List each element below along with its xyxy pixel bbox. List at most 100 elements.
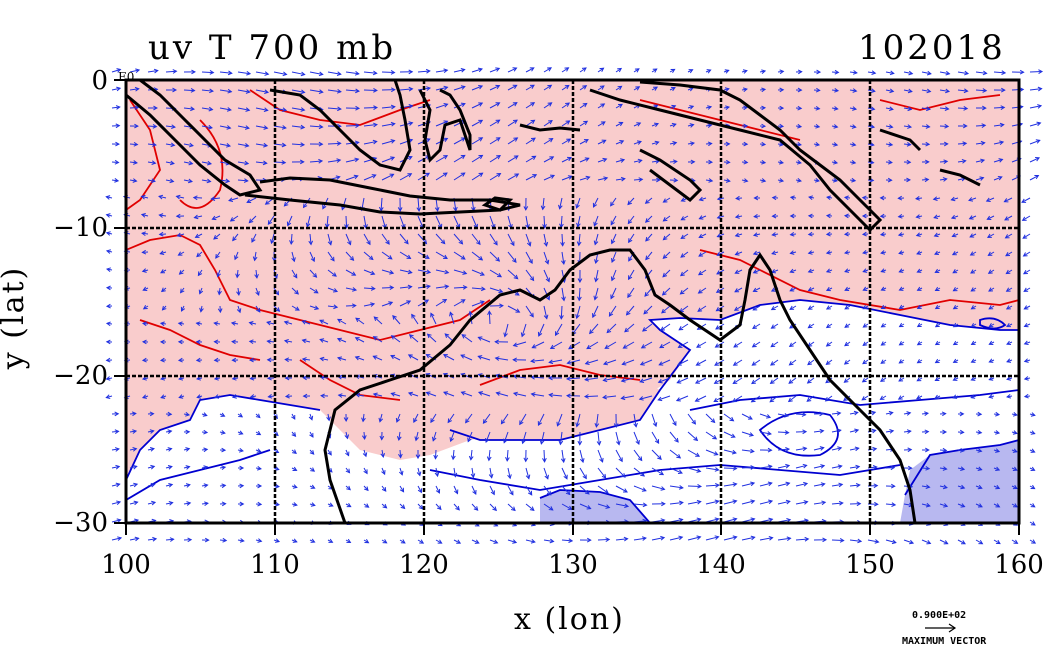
wind-vector-head — [115, 123, 121, 129]
wind-vector — [603, 377, 617, 381]
wind-vector-head — [318, 124, 324, 130]
wind-vector-head — [116, 518, 122, 523]
wind-vector — [549, 394, 563, 397]
wind-vector-head — [807, 360, 812, 366]
wind-vector — [1029, 105, 1042, 109]
wind-vector — [589, 323, 599, 334]
wind-vector — [327, 71, 341, 75]
wind-vector — [129, 88, 139, 91]
wind-vector-head — [942, 429, 948, 435]
wind-vector — [525, 467, 530, 479]
wind-vector — [284, 321, 293, 325]
wind-vector-head — [435, 488, 441, 494]
wind-vector-head — [825, 305, 831, 310]
wind-vector-head — [761, 69, 767, 74]
wind-vector — [795, 482, 808, 487]
wind-vector — [355, 317, 365, 325]
wind-vector — [381, 251, 393, 260]
wind-vector — [741, 500, 755, 505]
wind-vector-head — [925, 484, 931, 490]
wind-vector-head — [641, 536, 647, 541]
wind-vector-head — [695, 452, 701, 457]
wind-vector — [993, 124, 1004, 127]
wind-vector-head — [415, 454, 421, 460]
wind-vector-head — [523, 457, 529, 463]
wind-vector — [713, 395, 725, 402]
wind-vector-head — [788, 361, 794, 366]
wind-vector-head — [426, 284, 431, 289]
wind-vector-head — [898, 250, 904, 255]
wind-vector-head — [548, 119, 553, 125]
wind-vector-head — [768, 499, 774, 505]
wind-vector-head — [670, 68, 676, 74]
wind-vector-head — [326, 416, 331, 422]
wind-vector — [381, 71, 395, 74]
wind-vector-head — [442, 354, 448, 359]
wind-vector-head — [385, 239, 390, 245]
wind-vector-head — [327, 240, 333, 246]
wind-vector — [849, 447, 859, 451]
wind-vector-head — [977, 466, 983, 472]
wind-vector — [488, 311, 491, 325]
wind-vector — [662, 251, 671, 259]
wind-vector-head — [512, 357, 517, 363]
wind-vector-head — [952, 287, 958, 292]
wind-vector — [489, 539, 498, 544]
wind-vector-head — [105, 195, 111, 200]
wind-vector — [381, 467, 386, 475]
wind-vector-head — [889, 428, 895, 434]
wind-vector-head — [743, 123, 749, 129]
wind-vector — [345, 431, 348, 439]
wind-vector-head — [425, 391, 431, 396]
wind-vector — [698, 251, 707, 257]
wind-vector — [921, 467, 930, 470]
wind-vector-head — [332, 272, 337, 277]
wind-vector-head — [310, 538, 316, 543]
wind-vector-head — [602, 377, 608, 383]
wind-vector-head — [820, 482, 826, 487]
wind-vector-head — [988, 394, 994, 399]
wind-vector-head — [981, 105, 987, 111]
wind-vector-head — [995, 484, 1001, 490]
wind-vector-head — [283, 201, 289, 207]
wind-vector-head — [582, 85, 588, 90]
wind-vector-head — [372, 336, 378, 341]
wind-vector-head — [732, 499, 738, 504]
wind-vector-head — [661, 501, 666, 507]
wind-vector — [147, 465, 155, 469]
wind-vector — [320, 376, 329, 379]
wind-vector — [651, 431, 660, 444]
wind-vector — [211, 197, 221, 200]
wind-vector-head — [724, 69, 730, 74]
wind-vector-head — [263, 107, 269, 113]
wind-vector-head — [826, 195, 832, 201]
wind-vector — [165, 484, 173, 487]
wind-vector-head — [862, 341, 868, 346]
wind-vector — [435, 467, 439, 477]
wind-vector — [525, 269, 535, 281]
wind-vector — [593, 197, 599, 208]
wind-vector-head — [960, 484, 966, 490]
wind-vector-head — [141, 339, 147, 345]
wind-vector — [435, 251, 448, 259]
wind-vector-head — [672, 141, 678, 146]
wind-vector-head — [676, 361, 682, 366]
wind-vector-head — [926, 70, 932, 76]
wind-vector-head — [355, 123, 360, 128]
wind-vector-head — [642, 502, 648, 508]
wind-vector-head — [312, 273, 318, 278]
wind-vector-head — [1022, 252, 1028, 257]
wind-vector — [542, 197, 545, 210]
wind-vector-head — [196, 376, 202, 381]
wind-vector-head — [336, 337, 342, 343]
wind-vector — [273, 107, 287, 111]
wind-vector — [111, 483, 120, 487]
wind-vector-head — [414, 436, 420, 442]
wind-vector-head — [210, 196, 216, 201]
wind-vector-head — [880, 268, 886, 273]
wind-vector-head — [172, 87, 178, 93]
wind-vector-head — [141, 268, 147, 273]
wind-vector — [957, 142, 967, 145]
wind-vector — [543, 138, 553, 145]
x-tick-label: 140 — [696, 550, 746, 580]
